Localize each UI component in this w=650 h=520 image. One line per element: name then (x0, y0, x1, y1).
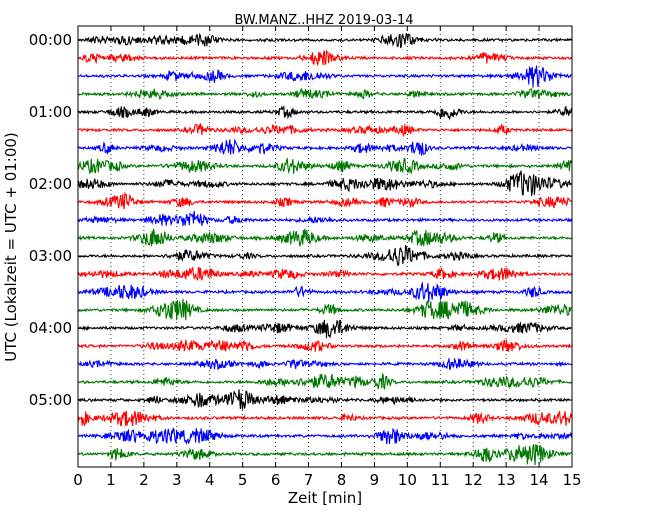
trace-3 (77, 65, 572, 88)
trace-5 (77, 105, 573, 121)
trace-19 (77, 357, 572, 371)
x-tick-label-5: 5 (238, 471, 248, 489)
y-tick-label-03:00: 03:00 (29, 247, 72, 265)
trace-7 (77, 138, 572, 156)
trace-9 (77, 170, 572, 196)
trace-10 (77, 191, 572, 210)
trace-23 (77, 427, 573, 445)
trace-14 (77, 266, 572, 282)
y-axis-label: UTC (Lokalzeit = UTC + 01:00) (2, 132, 20, 362)
trace-20 (77, 372, 572, 391)
x-tick-label-10: 10 (398, 471, 417, 489)
x-tick-label-8: 8 (337, 471, 347, 489)
trace-11 (77, 210, 573, 227)
plot-frame (77, 25, 573, 468)
trace-21 (77, 389, 572, 410)
trace-17 (77, 319, 572, 339)
trace-8 (77, 157, 573, 176)
trace-6 (77, 122, 573, 138)
x-tick-label-1: 1 (106, 471, 116, 489)
x-tick-label-3: 3 (172, 471, 182, 489)
y-tick-label-01:00: 01:00 (29, 103, 72, 121)
trace-15 (77, 281, 573, 303)
trace-13 (77, 244, 572, 267)
x-tick-label-14: 14 (530, 471, 549, 489)
trace-1 (77, 32, 572, 49)
y-axis: 00:00 01:00 02:00 03:00 04:00 05:00 (29, 31, 572, 409)
trace-group (77, 32, 573, 465)
x-axis: 0 1 2 3 4 5 6 7 8 9 10 11 12 13 14 15 (73, 26, 582, 489)
y-tick-label-04:00: 04:00 (29, 319, 72, 337)
x-tick-label-12: 12 (464, 471, 483, 489)
trace-2 (77, 49, 572, 67)
chart-title: BW.MANZ..HHZ 2019-03-14 (234, 13, 413, 28)
x-tick-label-13: 13 (497, 471, 516, 489)
x-tick-label-11: 11 (431, 471, 450, 489)
trace-22 (77, 410, 573, 427)
x-axis-label: Zeit [min] (288, 489, 362, 507)
x-tick-label-2: 2 (139, 471, 149, 489)
y-tick-label-02:00: 02:00 (29, 175, 72, 193)
trace-18 (77, 339, 572, 353)
x-tick-label-15: 15 (562, 471, 581, 489)
trace-4 (77, 87, 572, 100)
x-tick-label-9: 9 (370, 471, 380, 489)
y-tick-label-00:00: 00:00 (29, 31, 72, 49)
x-tick-label-0: 0 (73, 471, 83, 489)
trace-16 (77, 298, 572, 321)
trace-12 (77, 228, 572, 247)
y-tick-label-05:00: 05:00 (29, 391, 72, 409)
vertical-grid (110, 26, 540, 467)
x-tick-label-4: 4 (205, 471, 215, 489)
x-tick-label-7: 7 (304, 471, 314, 489)
x-tick-label-6: 6 (271, 471, 281, 489)
trace-24 (77, 444, 572, 465)
